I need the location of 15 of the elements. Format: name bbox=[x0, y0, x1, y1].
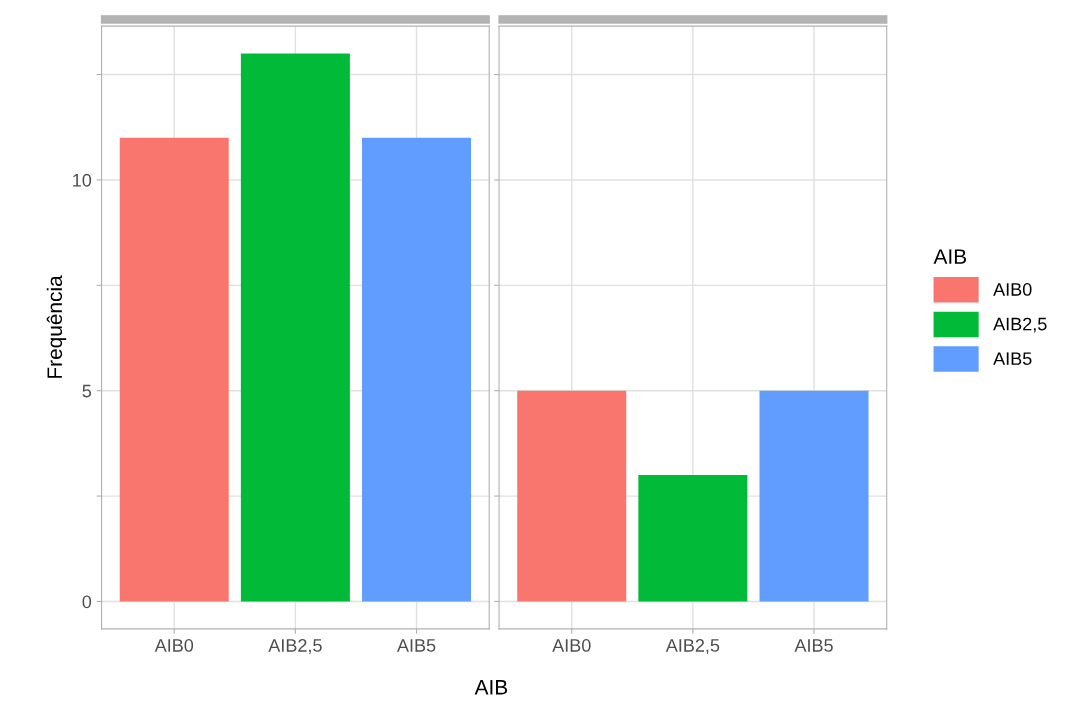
x-tick-label: AIB2,5 bbox=[665, 639, 720, 654]
x-axis-title: AIB bbox=[474, 680, 508, 695]
y-tick-label: 5 bbox=[82, 384, 92, 398]
x-tick-label: AIB5 bbox=[794, 639, 833, 652]
y-tick-label: 0 bbox=[82, 595, 92, 609]
legend-label: AIB2,5 bbox=[993, 317, 1047, 333]
x-tick-label: AIB2,5 bbox=[268, 639, 322, 654]
y-tick-label: 10 bbox=[73, 173, 92, 187]
legend-label: AIB5 bbox=[993, 352, 1032, 365]
legend-title: AIB bbox=[933, 249, 967, 264]
y-axis-title: Frequência bbox=[46, 275, 67, 378]
legend-label: AIB0 bbox=[993, 283, 1032, 296]
x-tick-label: AIB5 bbox=[396, 639, 436, 652]
x-tick-label: AIB0 bbox=[154, 639, 194, 652]
x-tick-label: AIB0 bbox=[552, 639, 591, 652]
